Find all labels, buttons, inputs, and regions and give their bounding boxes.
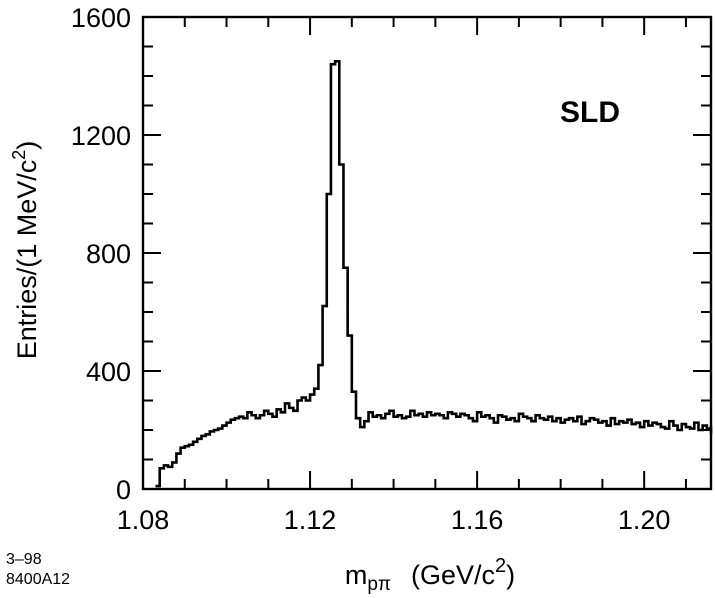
axis-tick-labels: 1.08 1.12 1.16 1.20 0 400 800 1200 1600 (71, 3, 671, 535)
x-axis-title-subscript: pπ (367, 574, 391, 595)
y-axis-title-suffix: ) (12, 141, 42, 150)
y-axis-title: Entries/(1 MeV/c2) (9, 141, 42, 360)
histogram-line (155, 59, 713, 488)
x-tick-label: 1.12 (284, 505, 337, 535)
figure-code-date: 3–98 (6, 551, 42, 568)
y-tick-label: 0 (116, 475, 131, 505)
y-axis-title-main: Entries/(1 MeV/c (12, 160, 42, 360)
plot-frame (141, 15, 713, 491)
x-axis-title-suffix: ) (506, 560, 515, 590)
y-tick-label: 800 (86, 239, 131, 269)
axis-ticks (142, 16, 711, 490)
x-axis-title: mpπ (GeV/c2) (345, 555, 515, 595)
x-axis-title-units: (GeV/c (411, 560, 495, 590)
y-axis-title-exponent: 2 (9, 150, 29, 160)
x-axis-title-exponent: 2 (495, 555, 506, 577)
y-tick-label: 1600 (71, 3, 131, 33)
figure-code-id: 8400A12 (6, 571, 71, 588)
x-axis-title-main: m (345, 560, 368, 590)
y-tick-label: 400 (86, 357, 131, 387)
x-tick-label: 1.08 (117, 505, 170, 535)
x-tick-label: 1.20 (618, 505, 671, 535)
experiment-label: SLD (560, 96, 620, 129)
y-tick-label: 1200 (71, 121, 131, 151)
x-tick-label: 1.16 (451, 505, 504, 535)
